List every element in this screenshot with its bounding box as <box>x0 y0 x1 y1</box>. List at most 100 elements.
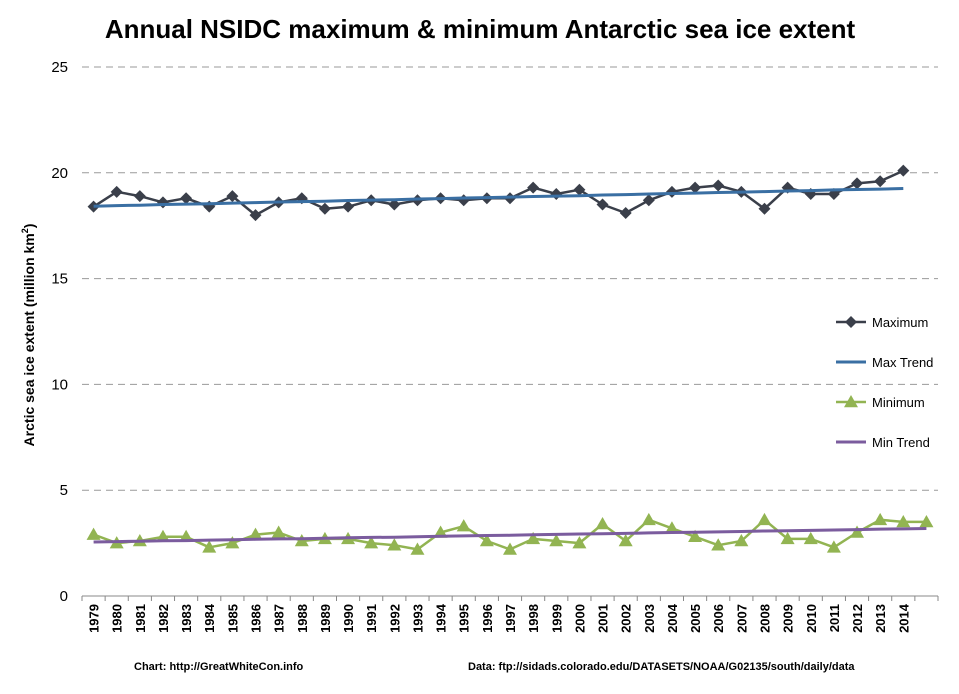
data-point-diamond <box>874 175 887 188</box>
y-axis-label-superscript: 2 <box>20 228 30 233</box>
legend-label: Maximum <box>872 315 928 330</box>
data-point-diamond <box>758 202 771 215</box>
data-point-triangle <box>503 542 517 555</box>
x-tick-label: 2014 <box>896 603 911 633</box>
data-point-diamond <box>156 196 169 209</box>
y-tick-label: 15 <box>51 271 68 288</box>
data-point-triangle <box>664 521 679 534</box>
x-tick-label: 1979 <box>87 604 102 633</box>
legend-item: Max Trend <box>836 355 933 370</box>
data-point-diamond <box>845 316 857 328</box>
data-point-triangle <box>919 514 934 528</box>
data-point-triangle <box>618 533 633 547</box>
x-tick-label: 1994 <box>434 603 449 633</box>
x-tick-label: 2007 <box>734 604 749 633</box>
data-point-diamond <box>226 190 239 203</box>
data-point-triangle <box>202 540 217 553</box>
data-point-triangle <box>780 531 795 545</box>
series-min-trend <box>93 527 927 544</box>
data-point-diamond <box>689 181 702 194</box>
data-point-triangle <box>850 525 865 538</box>
legend-label: Minimum <box>872 395 925 410</box>
data-point-triangle <box>803 531 818 545</box>
data-point-triangle <box>549 533 564 547</box>
legend-item: Minimum <box>836 395 925 410</box>
legend-item: Min Trend <box>836 435 930 450</box>
x-tick-label: 1990 <box>341 604 356 633</box>
data-point-diamond <box>897 164 910 177</box>
x-tick-label: 1997 <box>503 604 518 633</box>
x-tick-label: 1984 <box>202 603 217 633</box>
x-tick-label: 2003 <box>642 604 657 633</box>
series-group <box>86 164 934 555</box>
data-point-diamond <box>87 200 100 213</box>
data-point-diamond <box>573 183 586 196</box>
x-tick-label: 1988 <box>295 604 310 633</box>
x-tick-label: 2001 <box>596 604 611 633</box>
data-point-diamond <box>665 185 678 198</box>
x-tick-label: 1996 <box>480 604 495 633</box>
x-tick-label: 1987 <box>272 604 287 633</box>
data-point-triangle <box>641 512 656 526</box>
legend-label: Max Trend <box>872 355 933 370</box>
data-point-triangle <box>271 525 286 538</box>
data-point-triangle <box>433 525 448 538</box>
data-point-triangle <box>734 533 749 547</box>
y-axis-ticks: 0 5 10 15 20 25 <box>51 59 68 605</box>
data-point-triangle <box>595 517 610 530</box>
x-tick-label: 2000 <box>572 604 587 633</box>
data-point-triangle <box>179 529 194 543</box>
y-tick-label: 25 <box>51 59 68 76</box>
data-point-triangle <box>873 512 888 526</box>
x-tick-label: 2002 <box>619 604 634 633</box>
data-point-triangle <box>688 529 703 543</box>
data-point-triangle <box>410 542 425 555</box>
y-axis-label-close: ) <box>21 224 37 229</box>
series-line <box>92 169 904 217</box>
x-tick-label: 1982 <box>156 604 171 633</box>
data-point-triangle <box>248 527 263 540</box>
data-point-diamond <box>457 194 470 207</box>
x-tick-label: 2005 <box>688 604 703 633</box>
chart-title: Annual NSIDC maximum & minimum Antarctic… <box>105 14 856 44</box>
x-tick-label: 2004 <box>665 603 680 633</box>
data-point-diamond <box>619 207 632 220</box>
data-point-triangle <box>387 538 402 551</box>
y-tick-label: 0 <box>60 588 68 605</box>
x-tick-label: 1981 <box>133 604 148 633</box>
legend-label: Min Trend <box>872 435 930 450</box>
data-point-triangle <box>155 529 170 543</box>
x-tick-label: 1992 <box>387 604 402 633</box>
data-point-triangle <box>896 514 911 528</box>
series-line <box>93 527 927 544</box>
data-point-triangle <box>364 536 379 549</box>
data-credit: Data: ftp://sidads.colorado.edu/DATASETS… <box>468 661 855 673</box>
x-tick-label: 1998 <box>526 604 541 633</box>
data-point-triangle <box>844 395 858 408</box>
x-tick-label: 1983 <box>179 604 194 633</box>
x-tick-label: 1991 <box>364 604 379 633</box>
data-point-triangle <box>86 527 101 540</box>
x-tick-label: 1989 <box>318 604 333 633</box>
data-point-triangle <box>225 536 240 549</box>
x-axis <box>81 595 939 601</box>
data-point-diamond <box>342 200 355 213</box>
x-tick-label: 2012 <box>850 604 865 633</box>
gridlines <box>82 66 938 491</box>
data-point-triangle <box>526 531 541 545</box>
data-point-diamond <box>133 190 146 203</box>
data-point-diamond <box>642 194 655 207</box>
data-point-diamond <box>596 198 609 211</box>
series-line <box>93 187 904 208</box>
data-point-diamond <box>249 209 262 222</box>
y-axis-label: Arctic sea ice extent (million km2) <box>20 224 37 447</box>
x-tick-label: 2013 <box>873 604 888 633</box>
legend-item: Maximum <box>836 315 928 330</box>
x-tick-label: 2006 <box>711 604 726 633</box>
data-point-triangle <box>572 536 587 549</box>
x-tick-label: 1986 <box>249 604 264 633</box>
x-tick-label: 1999 <box>549 604 564 633</box>
series-max-trend <box>93 187 904 208</box>
data-point-triangle <box>711 538 726 551</box>
